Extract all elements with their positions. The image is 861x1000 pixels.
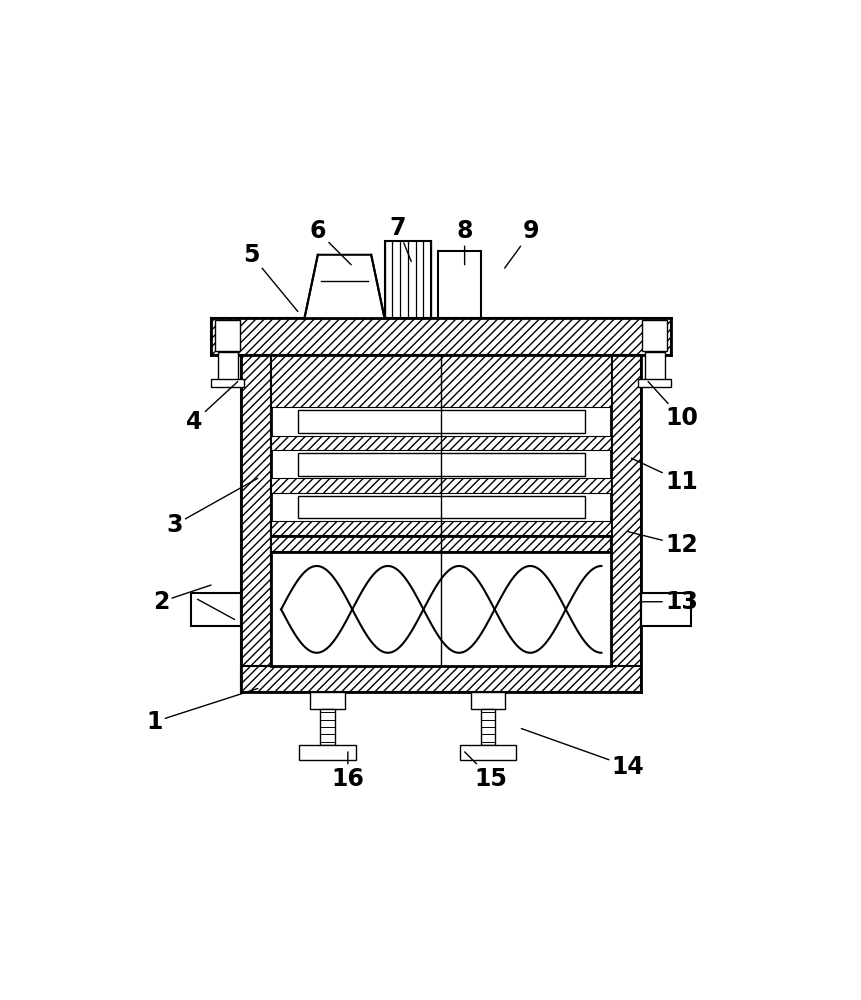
Bar [311, 692, 345, 709]
Bar [611, 355, 641, 692]
Text: 2: 2 [152, 585, 211, 614]
Text: 14: 14 [521, 729, 645, 779]
Bar [471, 692, 505, 709]
Bar [645, 352, 665, 380]
Bar [271, 521, 611, 536]
Polygon shape [305, 255, 385, 318]
Bar [300, 745, 356, 760]
Bar [438, 251, 481, 318]
Bar [271, 355, 611, 666]
Text: 9: 9 [505, 219, 540, 268]
Bar [215, 320, 240, 351]
Text: 6: 6 [310, 219, 351, 265]
Bar [460, 745, 517, 760]
Text: 7: 7 [390, 216, 412, 261]
Bar [320, 709, 335, 745]
Bar [298, 410, 585, 433]
Bar [241, 355, 271, 692]
Bar [211, 318, 672, 355]
Bar [218, 352, 238, 380]
Bar [480, 709, 495, 745]
Bar [385, 241, 431, 318]
Bar [641, 593, 691, 626]
Bar [642, 320, 667, 351]
Text: 8: 8 [456, 219, 473, 265]
Bar [241, 666, 641, 692]
Bar [271, 436, 611, 450]
Bar [271, 355, 611, 407]
Text: 16: 16 [331, 752, 364, 791]
Text: 11: 11 [631, 458, 698, 494]
Text: 10: 10 [648, 382, 698, 430]
Bar [298, 453, 585, 476]
Text: 4: 4 [186, 382, 238, 434]
Text: 13: 13 [641, 590, 698, 614]
Bar [191, 593, 241, 626]
Bar [298, 496, 585, 518]
Bar [271, 478, 611, 493]
Bar [638, 379, 672, 387]
Bar [271, 536, 611, 552]
Text: 12: 12 [629, 532, 698, 557]
Bar [211, 379, 245, 387]
Text: 3: 3 [166, 478, 257, 537]
Text: 1: 1 [146, 689, 257, 734]
Text: 5: 5 [243, 243, 298, 311]
Text: 15: 15 [465, 752, 508, 791]
